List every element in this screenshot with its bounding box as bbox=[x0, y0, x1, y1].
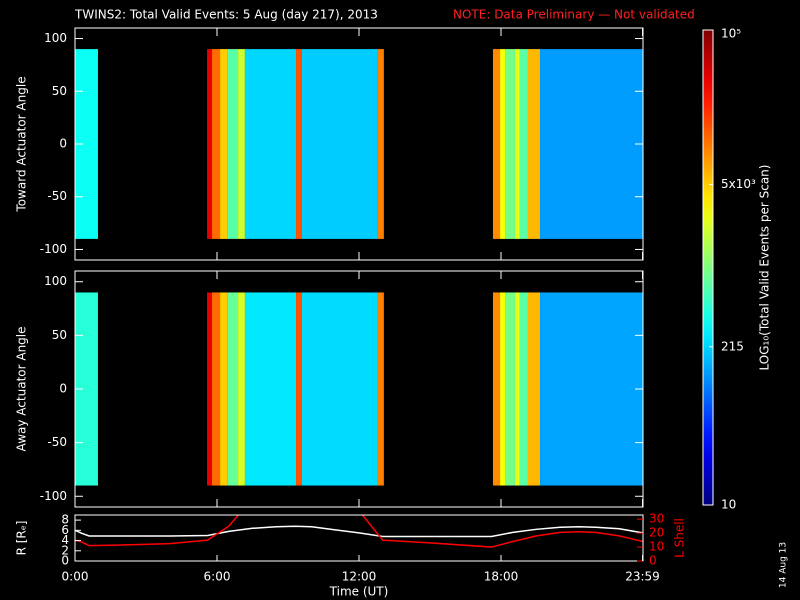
colorbar-label: LOG₁₀(Total Valid Events per Scan) bbox=[758, 165, 772, 371]
heat-cell bbox=[238, 292, 245, 486]
y-tick-label: -100 bbox=[40, 489, 67, 503]
heat-cell bbox=[519, 292, 528, 486]
heat-cell bbox=[527, 49, 541, 239]
heat-cell bbox=[238, 49, 245, 239]
y-tick-label: 6 bbox=[61, 523, 69, 537]
heat-cell bbox=[227, 292, 239, 486]
x-axis-label: Time (UT) bbox=[329, 585, 389, 599]
heat-cell bbox=[377, 49, 384, 239]
y-tick-label: 100 bbox=[44, 274, 67, 288]
heat-cell bbox=[540, 49, 643, 239]
y-tick-label: 4 bbox=[61, 533, 69, 547]
heat-cell bbox=[296, 49, 302, 239]
y-tick-label: 0 bbox=[59, 382, 67, 396]
y-tick-label: -100 bbox=[40, 242, 67, 256]
series-line bbox=[361, 515, 643, 548]
heat-cell bbox=[540, 292, 643, 486]
y-tick-label: 50 bbox=[52, 84, 67, 98]
heat-cell bbox=[220, 292, 228, 486]
heat-cell bbox=[220, 49, 228, 239]
heat-cell bbox=[377, 292, 384, 486]
heat-cell bbox=[244, 292, 297, 486]
colorbar-tick-label: 10 bbox=[721, 498, 736, 512]
heat-cell bbox=[500, 292, 506, 486]
heat-cell bbox=[207, 49, 213, 239]
heat-cell bbox=[505, 49, 515, 239]
heat-cell bbox=[301, 49, 378, 239]
y-axis-label: Toward Actuator Angle bbox=[15, 76, 29, 212]
x-tick-label: 6:00 bbox=[204, 570, 231, 584]
heat-cell bbox=[227, 49, 239, 239]
y-axis-label: Away Actuator Angle bbox=[15, 326, 29, 451]
colorbar-tick-label: 215 bbox=[721, 339, 744, 353]
heat-cell bbox=[492, 49, 501, 239]
x-tick-label: 23:59 bbox=[625, 570, 660, 584]
x-tick-label: 12:00 bbox=[342, 570, 377, 584]
series-line bbox=[75, 525, 643, 538]
heat-cell bbox=[519, 49, 528, 239]
y-tick-label: 0 bbox=[59, 137, 67, 151]
colorbar bbox=[702, 29, 714, 506]
heat-cell bbox=[514, 292, 520, 486]
heat-cell bbox=[75, 49, 98, 239]
heat-cell bbox=[212, 292, 221, 486]
x-tick-label: 18:00 bbox=[484, 570, 519, 584]
heat-cell bbox=[296, 292, 302, 486]
heat-cell bbox=[207, 292, 213, 486]
y-tick-label: 100 bbox=[44, 31, 67, 45]
y-axis-label: R [Rₑ] bbox=[15, 521, 29, 556]
series-line bbox=[75, 515, 240, 547]
colorbar-tick-label: 5x10³ bbox=[721, 177, 756, 191]
y-tick-label: -50 bbox=[47, 435, 67, 449]
heat-cell bbox=[505, 292, 515, 486]
chart-title: TWINS2: Total Valid Events: 5 Aug (day 2… bbox=[74, 8, 378, 22]
x-tick-label: 0:00 bbox=[62, 570, 89, 584]
heat-cell bbox=[244, 49, 297, 239]
y-tick-label: 2 bbox=[61, 543, 69, 557]
note: NOTE: Data Preliminary — Not validated bbox=[453, 8, 695, 22]
y-tick-label: 50 bbox=[52, 328, 67, 342]
y2-tick-label: 20 bbox=[649, 526, 664, 540]
heat-cell bbox=[301, 292, 378, 486]
y2-tick-label: 10 bbox=[649, 540, 664, 554]
heat-cell bbox=[75, 292, 98, 486]
y2-tick-label: 30 bbox=[649, 512, 664, 526]
heat-cell bbox=[527, 292, 541, 486]
heat-cell bbox=[212, 49, 221, 239]
date-stamp: 14 Aug 13 bbox=[779, 542, 789, 588]
line-group bbox=[75, 515, 643, 548]
heat-cell bbox=[500, 49, 506, 239]
heat-cell bbox=[514, 49, 520, 239]
y2-axis-label: L Shell bbox=[673, 518, 687, 558]
y-tick-label: -50 bbox=[47, 189, 67, 203]
y-tick-label: 8 bbox=[61, 513, 69, 527]
heat-cell bbox=[492, 292, 501, 486]
y-tick-label: 0 bbox=[61, 554, 69, 568]
y2-tick-label: 0 bbox=[649, 554, 657, 568]
colorbar-tick-label: 10⁵ bbox=[721, 27, 741, 41]
